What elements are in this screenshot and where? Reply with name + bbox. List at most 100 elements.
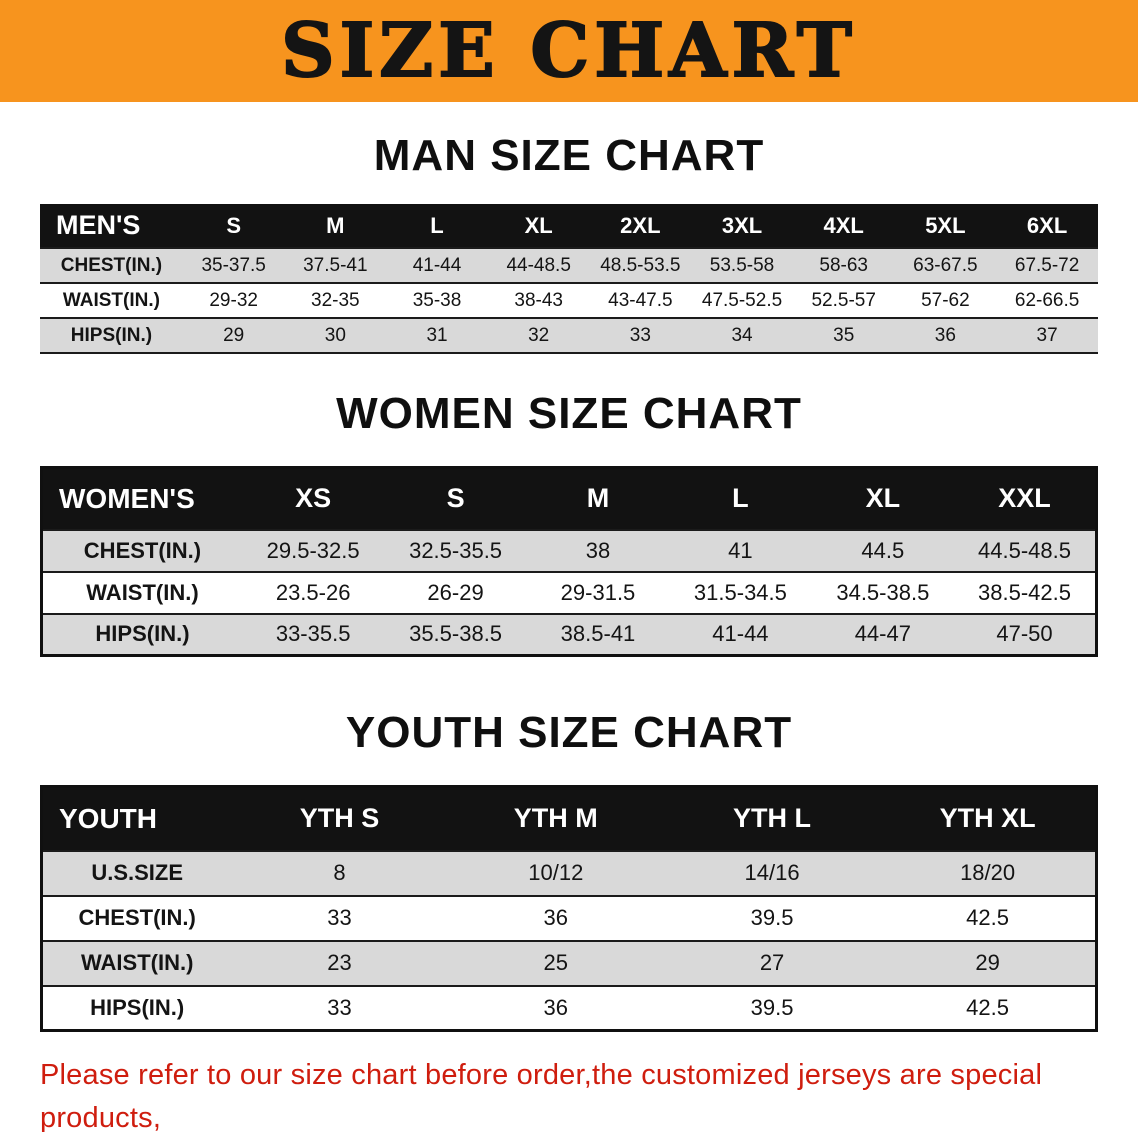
table-row: HIPS(IN.) 33-35.5 35.5-38.5 38.5-41 41-44 44-… [41, 612, 1097, 657]
cell-value: 42.5 [880, 984, 1097, 1032]
cell-value: 35-37.5 [182, 247, 285, 283]
cell-value: 36 [447, 894, 664, 941]
cell-value: 38.5-41 [526, 612, 670, 657]
table-row: WAIST(IN.) 23 25 27 29 [41, 939, 1097, 986]
cell-value: 48.5-53.5 [589, 247, 692, 283]
row-label: HIPS(IN.) [41, 984, 232, 1032]
cell-value: 18/20 [880, 849, 1097, 896]
cell-value: 44.5-48.5 [954, 528, 1097, 572]
cell-value: 33 [231, 984, 448, 1032]
size-column-header: S [182, 204, 285, 248]
cell-value: 30 [284, 317, 387, 354]
size-column-header: XXL [954, 467, 1097, 530]
size-column-header: S [384, 467, 527, 530]
table-header-row: YOUTH YTH S YTH M YTH L YTH XL [41, 786, 1097, 851]
cell-value: 52.5-57 [792, 282, 895, 318]
cell-value: 37 [996, 317, 1098, 354]
cell-value: 23 [231, 939, 448, 986]
table-corner-label: YOUTH [41, 786, 232, 851]
cell-value: 25 [447, 939, 664, 986]
size-column-header: YTH XL [880, 786, 1097, 851]
cell-value: 32-35 [284, 282, 387, 318]
women-size-section: WOMEN SIZE CHART WOMEN'S XS S M L XL XXL CHEST(… [0, 390, 1138, 657]
cell-value: 58-63 [792, 247, 895, 283]
size-column-header: M [284, 204, 387, 248]
cell-value: 35.5-38.5 [384, 612, 527, 657]
size-column-header: XS [241, 467, 385, 530]
table-row: CHEST(IN.) 35-37.5 37.5-41 41-44 44-48.5 48.5… [40, 247, 1098, 283]
cell-value: 29 [880, 939, 1097, 986]
size-column-header: YTH S [231, 786, 448, 851]
cell-value: 33 [231, 894, 448, 941]
cell-value: 38 [526, 528, 670, 572]
men-section-title: MAN SIZE CHART [373, 131, 765, 180]
cell-value: 47-50 [954, 612, 1097, 657]
table-row: U.S.SIZE 8 10/12 14/16 18/20 [41, 849, 1097, 896]
cell-value: 33-35.5 [241, 612, 385, 657]
cell-value: 33 [589, 317, 692, 354]
cell-value: 39.5 [663, 984, 881, 1032]
cell-value: 29-31.5 [526, 570, 670, 614]
cell-value: 31.5-34.5 [669, 570, 812, 614]
cell-value: 8 [231, 849, 448, 896]
cell-value: 53.5-58 [691, 247, 793, 283]
size-column-header: YTH M [447, 786, 664, 851]
size-column-header: YTH L [663, 786, 881, 851]
cell-value: 10/12 [447, 849, 664, 896]
cell-value: 34 [691, 317, 793, 354]
cell-value: 23.5-26 [241, 570, 385, 614]
size-column-header: 6XL [996, 204, 1098, 248]
cell-value: 44.5 [811, 528, 955, 572]
table-corner-label: WOMEN'S [41, 467, 242, 530]
cell-value: 43-47.5 [589, 282, 692, 318]
cell-value: 41-44 [386, 247, 488, 283]
men-size-table: MEN'S S M L XL 2XL 3XL 4XL 5XL 6XL CHEST(IN.) 35-37… [40, 204, 1098, 354]
cell-value: 38-43 [487, 282, 590, 318]
cell-value: 47.5-52.5 [691, 282, 793, 318]
size-column-header: L [386, 204, 488, 248]
cell-value: 44-47 [811, 612, 955, 657]
row-label: CHEST(IN.) [41, 528, 242, 572]
men-size-section: MAN SIZE CHART MEN'S S M L XL 2XL 3XL 4XL 5XL 6XL… [0, 132, 1138, 354]
cell-value: 44-48.5 [487, 247, 590, 283]
cell-value: 36 [894, 317, 997, 354]
table-header-row: WOMEN'S XS S M L XL XXL [41, 467, 1097, 530]
youth-size-table: YOUTH YTH S YTH M YTH L YTH XL U.S.SIZE 8 10/12… [40, 785, 1098, 1032]
size-column-header: L [669, 467, 812, 530]
disclaimer: Please refer to our size chart before or… [40, 1054, 1098, 1132]
size-column-header: XL [487, 204, 590, 248]
row-label: CHEST(IN.) [41, 894, 232, 941]
row-label: U.S.SIZE [41, 849, 232, 896]
row-label: WAIST(IN.) [41, 570, 242, 614]
youth-size-section: YOUTH SIZE CHART YOUTH YTH S YTH M YTH L YTH… [0, 709, 1138, 1032]
cell-value: 36 [447, 984, 664, 1032]
size-column-header: 3XL [691, 204, 793, 248]
cell-value: 67.5-72 [996, 247, 1098, 283]
cell-value: 37.5-41 [284, 247, 387, 283]
size-column-header: 2XL [589, 204, 692, 248]
cell-value: 14/16 [663, 849, 881, 896]
cell-value: 26-29 [384, 570, 527, 614]
size-column-header: 4XL [792, 204, 895, 248]
table-row: WAIST(IN.) 23.5-26 26-29 29-31.5 31.5-34.5 34… [41, 570, 1097, 614]
row-label: HIPS(IN.) [41, 612, 242, 657]
cell-value: 29 [182, 317, 285, 354]
table-header-row: MEN'S S M L XL 2XL 3XL 4XL 5XL 6XL [40, 204, 1098, 248]
youth-section-title: YOUTH SIZE CHART [345, 708, 793, 757]
size-column-header: 5XL [894, 204, 997, 248]
table-row: WAIST(IN.) 29-32 32-35 35-38 38-43 43-47.5 47.… [40, 282, 1098, 318]
cell-value: 31 [386, 317, 488, 354]
cell-value: 39.5 [663, 894, 881, 941]
cell-value: 29.5-32.5 [241, 528, 385, 572]
page-title: SIZE CHART [280, 8, 857, 94]
size-column-header: M [526, 467, 670, 530]
cell-value: 41 [669, 528, 812, 572]
cell-value: 32 [487, 317, 590, 354]
size-column-header: XL [811, 467, 955, 530]
cell-value: 29-32 [182, 282, 285, 318]
women-size-table: WOMEN'S XS S M L XL XXL CHEST(IN.) 29.5-32.5 32.5… [40, 466, 1098, 657]
table-corner-label: MEN'S [40, 204, 183, 248]
cell-value: 35-38 [386, 282, 488, 318]
row-label: CHEST(IN.) [40, 247, 183, 283]
